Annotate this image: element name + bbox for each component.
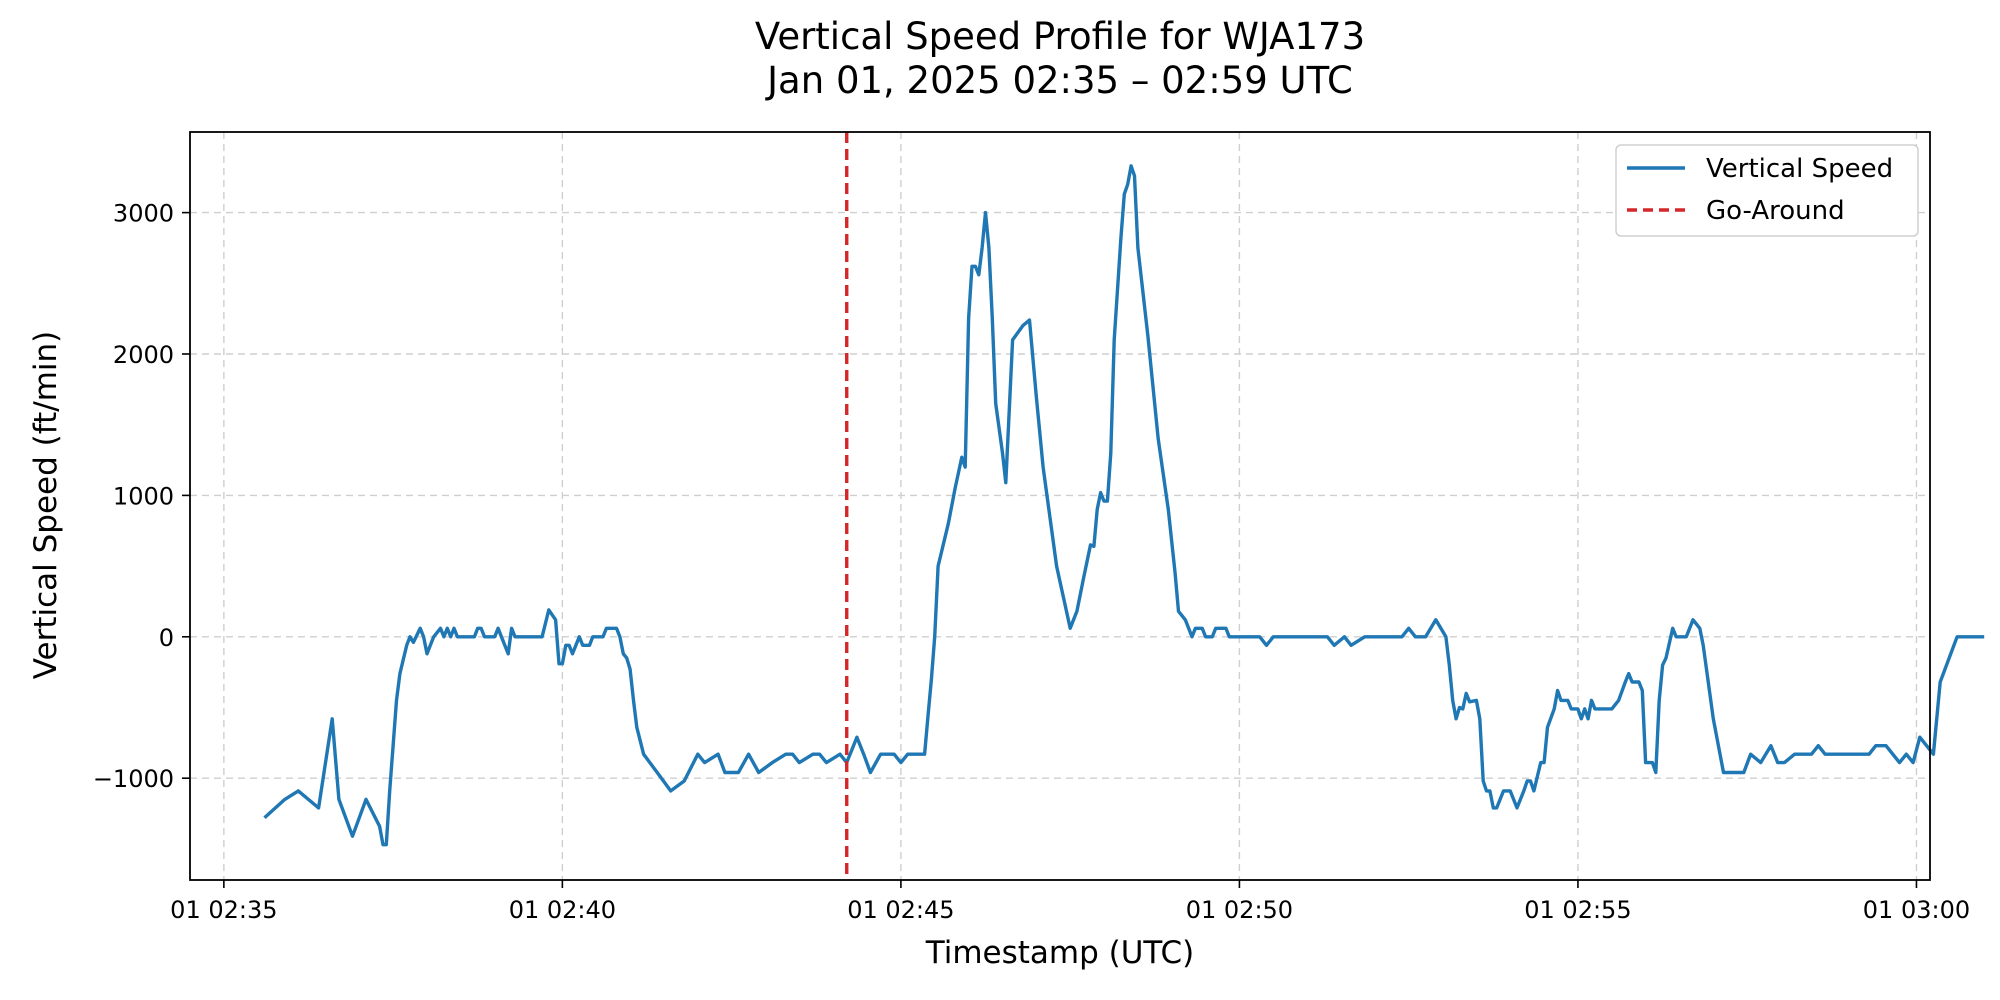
- legend-box: [1615, 144, 1919, 237]
- grid: [190, 132, 1930, 880]
- x-tick-label: 01 02:50: [1186, 896, 1293, 924]
- chart-subtitle: Jan 01, 2025 02:35 – 02:59 UTC: [765, 59, 1353, 102]
- vertical-speed-line: [263, 164, 1985, 847]
- chart-title: Vertical Speed Profile for WJA173: [755, 15, 1365, 58]
- plot-frame: [189, 131, 1931, 881]
- x-tick-label: 01 02:40: [509, 896, 616, 924]
- y-tick-label: 0: [159, 624, 174, 652]
- y-tick-label: 3000: [113, 200, 174, 228]
- legend-go-around-label: Go-Around: [1706, 196, 1845, 226]
- x-axis-label: Timestamp (UTC): [925, 935, 1195, 971]
- y-tick-label: 2000: [113, 341, 174, 369]
- x-tick-label: 01 02:55: [1524, 896, 1631, 924]
- y-tick-label: 1000: [113, 482, 174, 510]
- x-tick-label: 01 02:45: [847, 896, 954, 924]
- axis-ticks: 01 02:35 01 02:40 01 02:45 01 02:50 01 02:55…: [93, 200, 1970, 924]
- y-axis-label: Vertical Speed (ft/min): [28, 331, 64, 680]
- plot-area: [263, 132, 1985, 880]
- x-tick-label: 01 02:35: [170, 896, 277, 924]
- y-tick-label: −1000: [93, 765, 174, 793]
- legend-vertical-speed-label: Vertical Speed: [1706, 154, 1893, 184]
- legend: Vertical Speed Go-Around: [1615, 144, 1919, 237]
- x-tick-label: 01 03:00: [1863, 896, 1970, 924]
